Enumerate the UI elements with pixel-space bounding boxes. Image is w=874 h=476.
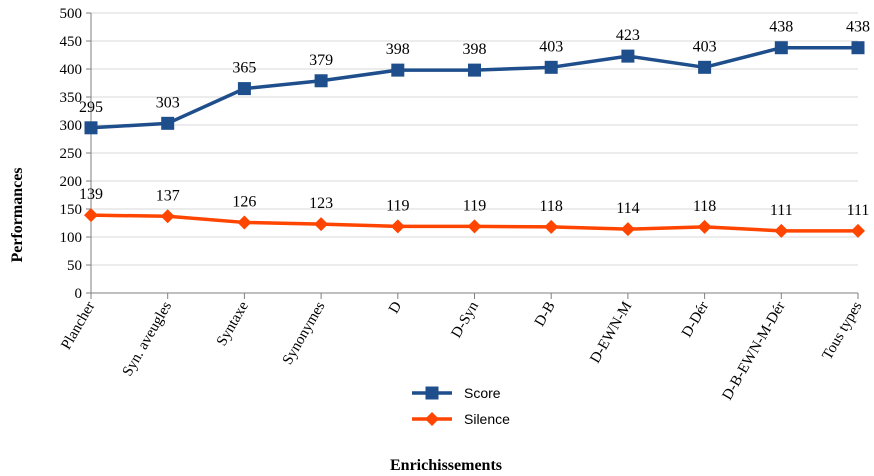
data-label-score: 365: [232, 60, 256, 77]
x-tick-label: Tous types: [819, 299, 865, 363]
data-label-score: 295: [79, 99, 103, 116]
data-label-silence: 114: [616, 200, 639, 217]
data-point-score: [774, 41, 788, 55]
x-tick-label: Plancher: [58, 299, 98, 352]
x-tick-label: Syn. aveugles: [120, 299, 176, 379]
x-tick-label: Syntaxe: [214, 299, 252, 349]
data-point-score: [468, 63, 481, 77]
y-tick-label: 200: [60, 174, 83, 190]
data-point-silence: [544, 219, 559, 234]
data-point-silence: [774, 223, 789, 238]
y-axis-ticks: 0 50 100 150 200 250 300 350 400 450 500: [60, 6, 91, 302]
data-point-score: [237, 82, 251, 96]
y-tick-label: 50: [67, 258, 82, 274]
data-label-score: 379: [309, 52, 333, 69]
data-label-score: 398: [463, 41, 487, 58]
x-tick-label: D-EWN-M: [587, 299, 635, 366]
legend: Score Silence: [412, 385, 510, 427]
y-tick-label: 450: [60, 34, 83, 50]
data-label-silence: 111: [770, 202, 793, 219]
series-line-score: [90, 45, 858, 130]
data-label-score: 403: [539, 38, 563, 55]
data-labels: 295 303 365 379 398 398 403 423 403 438 438 139 137 1…: [79, 19, 870, 219]
data-point-score: [161, 116, 175, 130]
data-point-silence: [620, 222, 635, 237]
y-tick-label: 250: [60, 146, 83, 162]
x-tick-label: D: [386, 299, 405, 317]
y-tick-label: 0: [75, 286, 83, 302]
y-axis-title: Performances: [9, 167, 26, 262]
data-point-score: [314, 74, 328, 88]
data-label-silence: 137: [156, 187, 180, 204]
legend-marker-score: [425, 386, 439, 400]
data-label-score: 438: [769, 19, 793, 36]
x-tick-label: D-Dér: [679, 299, 712, 340]
x-tick-label: D-B-EWN-M-Dér: [720, 299, 789, 403]
data-point-score: [544, 60, 558, 74]
data-point-silence: [467, 219, 482, 234]
data-label-score: 403: [693, 38, 717, 55]
data-point-silence: [314, 217, 329, 232]
data-label-score: 398: [386, 41, 410, 58]
data-label-score: 423: [616, 27, 640, 44]
series-lines: [84, 41, 865, 238]
legend-marker-silence: [425, 412, 439, 426]
data-label-silence: 139: [79, 186, 103, 203]
x-axis-ticks: Plancher Syn. aveugles Syntaxe Synonymes D D-…: [58, 293, 866, 403]
data-point-silence: [84, 208, 98, 223]
data-label-silence: 119: [463, 197, 486, 214]
data-label-score: 438: [846, 19, 870, 36]
data-label-silence: 123: [309, 195, 333, 212]
legend-label-silence: Silence: [464, 411, 510, 427]
data-point-score: [621, 49, 635, 63]
y-tick-label: 500: [60, 6, 83, 22]
x-tick-label: Synonymes: [280, 299, 329, 368]
x-tick-label: D-Syn: [449, 299, 483, 341]
y-tick-label: 350: [60, 90, 83, 106]
data-point-silence: [160, 209, 175, 224]
y-tick-label: 300: [60, 118, 83, 134]
data-label-silence: 118: [539, 198, 562, 215]
y-tick-label: 150: [60, 202, 83, 218]
data-point-silence: [390, 219, 405, 234]
data-point-silence: [851, 223, 865, 238]
data-point-silence: [697, 219, 712, 234]
data-point-score: [851, 41, 865, 55]
data-point-score: [698, 60, 712, 74]
data-label-silence: 119: [386, 197, 409, 214]
data-point-score: [84, 121, 98, 135]
data-label-silence: 111: [847, 202, 870, 219]
x-axis-title: Enrichissements: [390, 457, 502, 474]
y-tick-label: 100: [60, 230, 83, 246]
y-tick-label: 400: [60, 62, 83, 78]
legend-label-score: Score: [464, 385, 501, 401]
data-point-silence: [237, 215, 252, 230]
data-point-score: [391, 63, 405, 77]
x-tick-label: D-B: [532, 299, 559, 329]
data-label-silence: 126: [232, 193, 256, 210]
data-label-score: 303: [156, 94, 180, 111]
data-label-silence: 118: [693, 198, 716, 215]
